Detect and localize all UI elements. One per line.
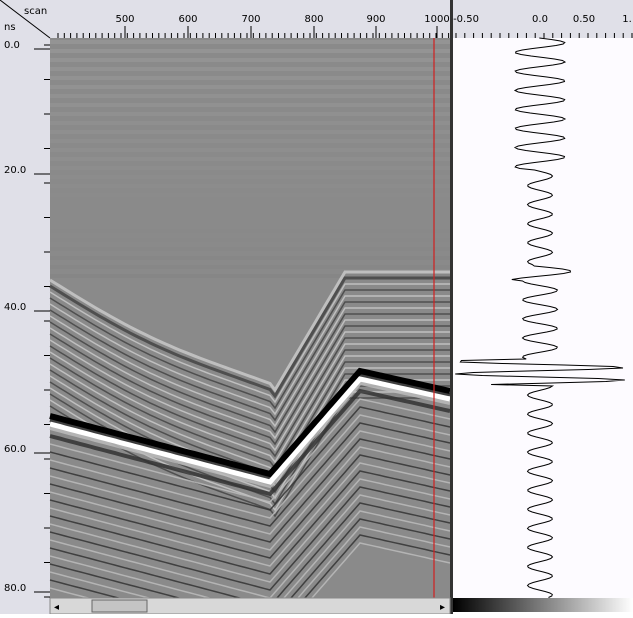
band xyxy=(50,130,450,134)
band xyxy=(50,121,450,125)
band xyxy=(50,58,450,62)
band xyxy=(50,184,450,188)
band xyxy=(50,148,450,152)
trace-tick-label: 0.50 xyxy=(573,14,595,25)
band xyxy=(50,265,450,269)
splitter xyxy=(450,0,453,614)
trace-tick-label: 1. xyxy=(622,14,632,25)
corner-label: scan xyxy=(24,6,47,17)
band xyxy=(50,94,450,98)
scan-tick-label: 700 xyxy=(241,14,260,25)
depth-tick-label: 20.0 xyxy=(4,165,26,176)
band xyxy=(50,112,450,116)
band xyxy=(50,67,450,71)
depth-tick-label: 0.0 xyxy=(4,40,20,51)
band xyxy=(50,202,450,206)
trace-tick-label: 0.0 xyxy=(532,14,548,25)
band xyxy=(50,256,450,260)
scroll-left[interactable]: ◂ xyxy=(54,602,59,613)
band xyxy=(50,175,450,179)
scan-tick-label: 600 xyxy=(178,14,197,25)
band xyxy=(50,211,450,215)
trace-panel xyxy=(453,38,633,598)
band xyxy=(50,40,450,44)
band xyxy=(50,157,450,161)
gpr-window: scan ns 1. 0.50 0.0 -0.50 80.0 60.0 40.0 20.0 0.… xyxy=(0,0,633,614)
band xyxy=(50,220,450,224)
band xyxy=(50,49,450,53)
scan-tick-label: 900 xyxy=(366,14,385,25)
band xyxy=(50,247,450,251)
scan-tick-label: 800 xyxy=(304,14,323,25)
color-scale xyxy=(453,598,633,612)
scan-tick-label: 500 xyxy=(115,14,134,25)
corner-label: ns xyxy=(4,22,16,33)
band xyxy=(50,238,450,242)
band xyxy=(50,229,450,233)
depth-tick-label: 80.0 xyxy=(4,583,26,594)
band xyxy=(50,76,450,80)
scan-tick-label: 1000 xyxy=(424,14,449,25)
scroll-thumb[interactable] xyxy=(92,600,147,612)
depth-tick-label: 40.0 xyxy=(4,302,26,313)
band xyxy=(50,139,450,143)
scroll-right[interactable]: ▸ xyxy=(440,602,445,613)
band xyxy=(50,103,450,107)
band xyxy=(50,85,450,89)
trace-tick-label: -0.50 xyxy=(453,14,479,25)
band xyxy=(50,193,450,197)
depth-tick-label: 60.0 xyxy=(4,444,26,455)
band xyxy=(50,166,450,170)
